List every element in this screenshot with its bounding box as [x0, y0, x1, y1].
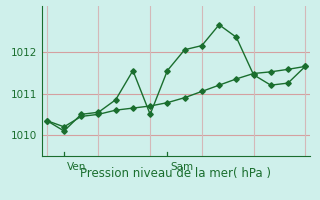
Text: Sam: Sam — [170, 162, 193, 172]
Text: Ven: Ven — [67, 162, 86, 172]
X-axis label: Pression niveau de la mer( hPa ): Pression niveau de la mer( hPa ) — [81, 167, 271, 180]
